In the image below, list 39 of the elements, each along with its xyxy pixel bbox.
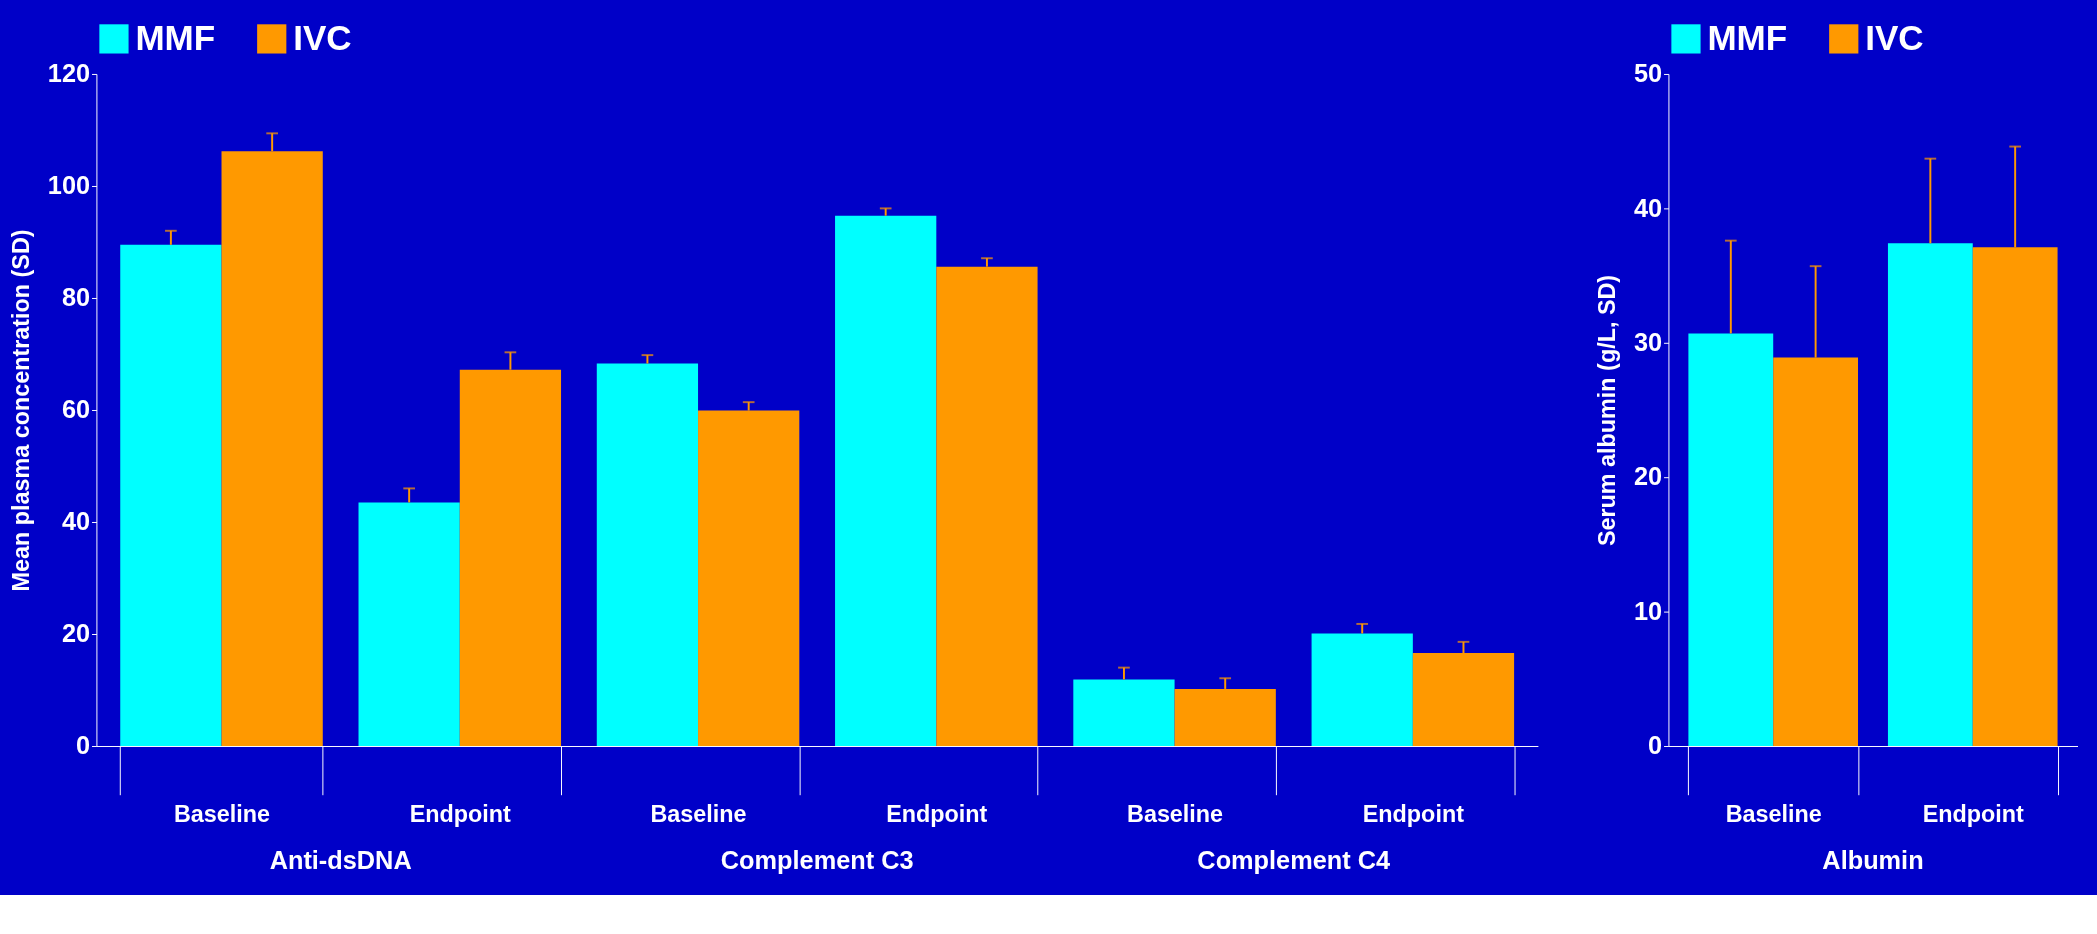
x-tick-label: Endpoint <box>1362 800 1465 827</box>
y-tick-label: 10 <box>1633 596 1663 625</box>
y-tick-label: 0 <box>76 731 91 760</box>
bar <box>1887 243 1973 747</box>
y-tick-label: 80 <box>61 283 91 312</box>
x-tick-label: Baseline <box>173 800 271 827</box>
bar <box>120 244 222 747</box>
bar <box>358 502 460 747</box>
x-tick-label: Baseline <box>1725 800 1822 827</box>
x-tick-label: Endpoint <box>409 800 512 827</box>
bar <box>1688 333 1774 747</box>
y-tick-label: 20 <box>61 619 91 648</box>
bar <box>596 363 699 747</box>
legend-label: MMF <box>135 17 216 57</box>
x-tick-label: Endpoint <box>886 800 988 827</box>
y-tick-label: 60 <box>61 395 91 424</box>
x-tick-label: Endpoint <box>1922 800 2025 827</box>
legend-label: IVC <box>1865 17 1924 57</box>
y-tick-label: 40 <box>1633 193 1663 222</box>
x-tick-label: Baseline <box>1127 800 1224 827</box>
y-tick-label: 20 <box>1633 462 1663 491</box>
y-tick-label: 100 <box>47 171 91 200</box>
y-tick-label: 120 <box>47 59 91 88</box>
legend-label: IVC <box>293 17 352 57</box>
text: Anti-dsDNA <box>269 845 412 874</box>
x-tick-label: Baseline <box>650 800 747 827</box>
y-tick-label: 30 <box>1633 328 1663 357</box>
y-axis-title: Serum albumin (g/L, SD) <box>1594 274 1621 547</box>
y-tick-label: 40 <box>61 507 91 536</box>
text: Complement C3 <box>720 845 914 874</box>
text: Complement C4 <box>1197 845 1391 874</box>
text: Albumin <box>1822 845 1924 874</box>
bar <box>1311 633 1413 747</box>
y-tick-label: 50 <box>1633 59 1663 88</box>
legend-label: MMF <box>1707 17 1788 57</box>
y-axis-title: Mean plasma concentration (SD) <box>8 229 35 592</box>
y-tick-label: 0 <box>1648 731 1663 760</box>
bar <box>835 215 937 747</box>
bar <box>1073 679 1175 747</box>
